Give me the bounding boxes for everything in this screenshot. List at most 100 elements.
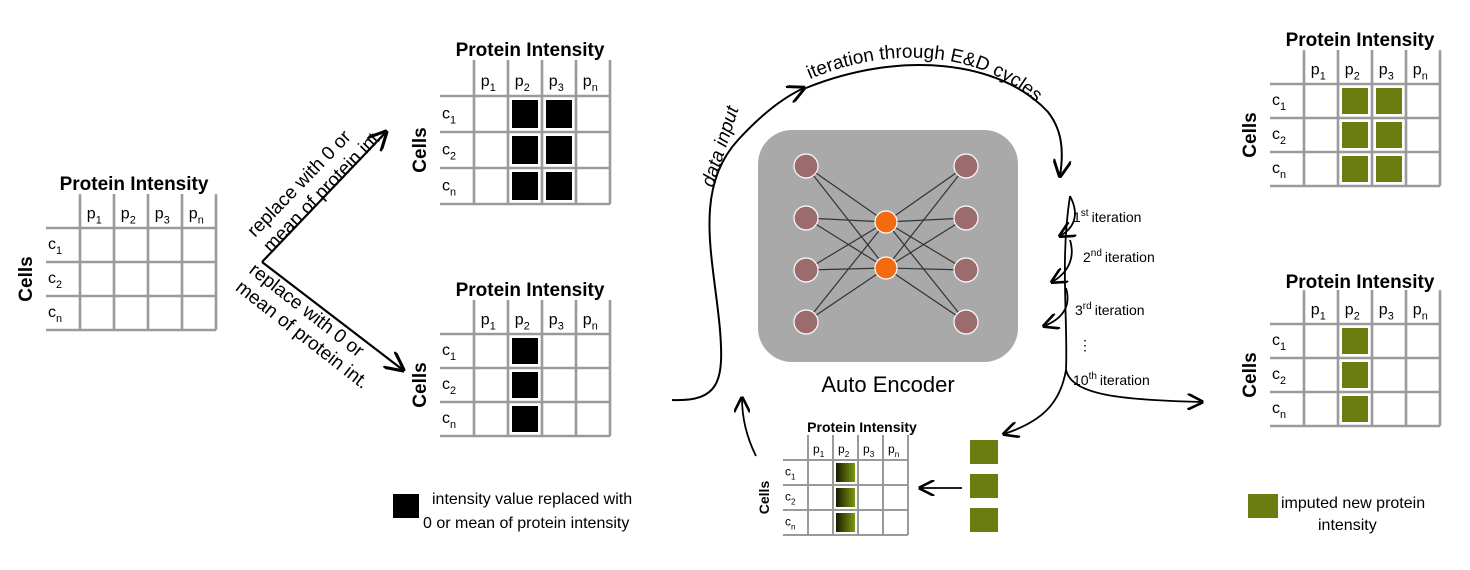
legend-imputed-line1: imputed new protein — [1281, 495, 1425, 512]
replace-label-top: replace with 0 or mean of protein int. — [243, 125, 387, 257]
input-node — [793, 205, 819, 231]
grid-row-header: c1 — [48, 236, 62, 257]
grid-col-header: p1 — [481, 73, 496, 94]
imputed-square — [970, 474, 998, 498]
imputed-square — [970, 508, 998, 532]
iteration-step-arrow-3 — [1044, 287, 1069, 326]
hidden-node — [874, 256, 898, 280]
input-node — [793, 257, 819, 283]
output-node — [953, 257, 979, 283]
output-arrow — [1065, 369, 1202, 402]
autoencoder-label: Auto Encoder — [821, 372, 954, 397]
grid-col-header: p2 — [515, 73, 530, 94]
grid-row-header: c1 — [785, 465, 796, 482]
grid-col-header: p2 — [1345, 301, 1360, 322]
grid-row-header: cn — [1272, 400, 1286, 421]
iteration-1-label: 1st iteration — [1073, 208, 1141, 225]
grid-rows-axis: Cells — [1240, 352, 1261, 397]
grid-cell-filled — [1376, 156, 1402, 182]
grid-cell-filled — [1342, 396, 1368, 422]
grid-cell-filled — [546, 100, 572, 128]
grid-row-header: cn — [442, 177, 456, 198]
grid-cell-filled — [1342, 362, 1368, 388]
network-edge — [885, 217, 967, 269]
grid-row-header: c1 — [1272, 332, 1286, 353]
input-node — [793, 309, 819, 335]
iteration-steps: 1st iteration 2nd iteration 3rd iteration ⋮… — [1004, 195, 1202, 434]
grid-row-header: cn — [785, 515, 796, 532]
network-edge — [885, 221, 967, 271]
grid-cell-filled — [512, 136, 538, 164]
output-node — [953, 205, 979, 231]
grid-cell-filled — [1376, 88, 1402, 114]
network-edge — [885, 217, 967, 223]
replace-arrows: replace with 0 or mean of protein int. r… — [231, 125, 403, 393]
grid-col-header: pn — [1413, 301, 1428, 322]
network-edge — [885, 267, 967, 271]
grid-col-header: pn — [583, 73, 598, 94]
grid-cell-filled — [512, 338, 538, 364]
grid-col-header: p2 — [515, 311, 530, 332]
grid-col-header: pn — [583, 311, 598, 332]
grid-cell-filled — [512, 372, 538, 398]
grid-cell-filled — [1342, 88, 1368, 114]
network-edge — [805, 165, 887, 223]
network-edge — [885, 267, 967, 323]
grid-col-header: p1 — [813, 442, 825, 459]
grid-col-header: p2 — [1345, 61, 1360, 82]
grid-title: Protein Intensity — [1286, 30, 1435, 51]
replace-arrow-down — [261, 261, 403, 370]
network-edge — [805, 221, 887, 323]
grid-small-intermediate: Protein Intensity Cells p1 p2 p3 pn c1 c2 cn — [756, 419, 917, 536]
grid-cell-filled — [1342, 328, 1368, 354]
grid-col-header: p1 — [1311, 61, 1326, 82]
grid-cell-filled — [546, 136, 572, 164]
network-edge — [885, 165, 967, 269]
iteration-arc-arrow — [805, 64, 1062, 176]
grid-row-header: c1 — [442, 105, 456, 126]
grid-row-header: c2 — [1272, 126, 1286, 147]
autoencoder-box: Auto Encoder — [758, 130, 1018, 397]
network-edge — [805, 267, 887, 271]
network-edge — [805, 217, 887, 223]
output-node — [953, 309, 979, 335]
grid-col-header: p3 — [549, 311, 564, 332]
grid-imputed-one: Protein Intensity Cells p1 p2 p3 pn c1 c2 cn — [1240, 272, 1442, 428]
grid-col-header: p3 — [1379, 61, 1394, 82]
grid-cell-filled — [546, 172, 572, 200]
iteration-2-label: 2nd iteration — [1083, 248, 1155, 265]
grid-col-header: pn — [1413, 61, 1428, 82]
imputed-square — [970, 440, 998, 464]
iteration-10-label: 10th iteration — [1073, 371, 1150, 388]
legend-replaced-line2: 0 or mean of protein intensity — [423, 515, 629, 532]
legend-replaced-line1: intensity value replaced with — [432, 491, 632, 508]
legend-replaced: intensity value replaced with 0 or mean … — [393, 491, 632, 532]
grid-col-header: p3 — [549, 73, 564, 94]
grid-cell-filled — [836, 488, 855, 507]
iteration-arc-label: iteration through E&D cycles — [804, 42, 1047, 107]
grid-col-header: p1 — [87, 205, 102, 226]
grid-cell-filled — [512, 406, 538, 432]
grid-title: Protein Intensity — [60, 174, 209, 195]
grid-col-header: pn — [189, 205, 204, 226]
grid-rows-axis: Cells — [410, 362, 431, 407]
data-input-arrow — [671, 88, 804, 402]
grid-title: Protein Intensity — [456, 280, 605, 301]
data-input-label: data input — [698, 103, 744, 190]
grid-row-header: c1 — [442, 342, 456, 363]
legend-imputed: imputed new protein intensity — [1248, 494, 1425, 534]
iteration-step-arrow-2 — [1052, 239, 1073, 282]
grid-col-header: p1 — [481, 311, 496, 332]
grid-title: Protein Intensity — [456, 40, 605, 61]
grid-replaced-two: Protein Intensity Cells p1 p2 p3 pn c1 c2 cn — [410, 40, 612, 206]
replace-label-bottom: replace with 0 or mean of protein int. — [231, 259, 372, 393]
grid-col-header: p3 — [155, 205, 170, 226]
network-edge — [805, 267, 887, 323]
input-node — [793, 153, 819, 179]
to-imputed-arrow — [1004, 369, 1067, 434]
legend-imputed-swatch — [1248, 494, 1278, 518]
grid-title: Protein Intensity — [807, 419, 917, 435]
legend-imputed-line2: intensity — [1318, 517, 1377, 534]
grid-cell-filled — [1342, 156, 1368, 182]
